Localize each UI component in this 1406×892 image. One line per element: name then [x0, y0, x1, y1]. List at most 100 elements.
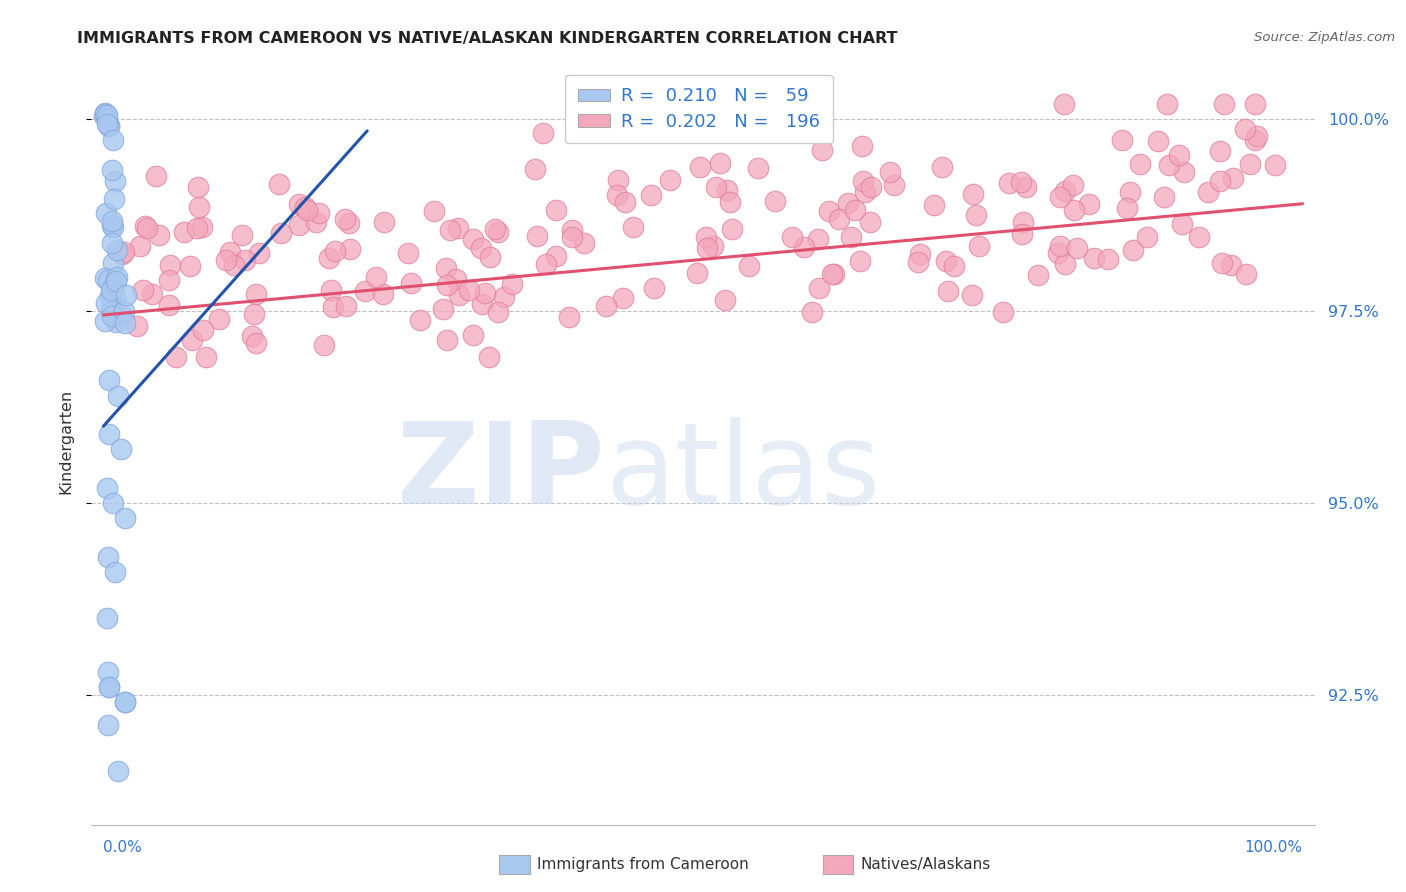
Point [704, 180, 727, 194]
Point [1026, 268, 1049, 282]
Point [695, 230, 717, 244]
Point [103, 133, 125, 147]
Point [240, 329, 263, 343]
Point [1128, 157, 1150, 171]
Point [187, 179, 209, 194]
Point [1122, 244, 1144, 258]
Point [96, 112, 118, 127]
Point [621, 220, 644, 235]
Point [157, 272, 180, 286]
Point [839, 230, 862, 244]
Point [94, 296, 117, 310]
Point [97, 120, 120, 134]
Point [100, 283, 122, 297]
Point [222, 258, 245, 272]
Point [180, 333, 202, 347]
Point [686, 266, 709, 280]
Point [96, 117, 118, 131]
Point [104, 173, 127, 187]
Point [105, 270, 128, 285]
Point [931, 160, 953, 174]
Point [1136, 230, 1159, 244]
Point [1066, 241, 1088, 255]
Point [94, 106, 117, 120]
Point [643, 281, 665, 295]
Point [745, 97, 768, 112]
Point [308, 206, 330, 220]
Point [215, 253, 238, 268]
Point [233, 252, 256, 267]
Point [135, 221, 157, 235]
Point [1173, 165, 1195, 179]
Point [844, 202, 866, 217]
Point [837, 195, 859, 210]
Point [471, 297, 494, 311]
Point [173, 225, 195, 239]
Point [1219, 258, 1241, 272]
Point [243, 307, 266, 321]
Point [696, 241, 718, 255]
Point [101, 295, 124, 310]
Point [141, 286, 163, 301]
Point [134, 219, 156, 233]
Point [962, 187, 984, 202]
Point [811, 143, 834, 157]
Point [721, 221, 744, 235]
Point [186, 221, 208, 235]
Point [544, 249, 567, 263]
Point [101, 219, 124, 234]
Point [1157, 158, 1180, 172]
Point [157, 298, 180, 312]
Point [354, 284, 377, 298]
Text: Source: ZipAtlas.com: Source: ZipAtlas.com [1254, 31, 1395, 45]
Point [322, 300, 344, 314]
Point [1054, 258, 1077, 272]
Point [742, 97, 765, 112]
Text: IMMIGRANTS FROM CAMEROON VS NATIVE/ALASKAN KINDERGARTEN CORRELATION CHART: IMMIGRANTS FROM CAMEROON VS NATIVE/ALASK… [77, 31, 898, 46]
Point [101, 256, 124, 270]
Point [800, 305, 823, 319]
Point [967, 238, 990, 252]
Point [439, 223, 461, 237]
Point [859, 215, 882, 229]
Point [526, 228, 548, 243]
Point [100, 162, 122, 177]
Point [1083, 251, 1105, 265]
Point [110, 442, 132, 457]
Point [1168, 148, 1191, 162]
Point [852, 174, 875, 188]
Point [114, 695, 136, 709]
Point [942, 259, 965, 273]
Point [179, 259, 201, 273]
Point [998, 176, 1021, 190]
Point [702, 239, 724, 253]
Point [606, 173, 628, 187]
Point [531, 126, 554, 140]
Point [606, 188, 628, 202]
Point [100, 218, 122, 232]
Point [93, 109, 115, 123]
Y-axis label: Kindergarten: Kindergarten [58, 389, 73, 494]
Point [96, 481, 118, 495]
Point [685, 97, 707, 112]
Point [1054, 184, 1077, 198]
Text: 0.0%: 0.0% [104, 840, 142, 855]
Point [818, 203, 841, 218]
Point [993, 304, 1015, 318]
Point [436, 278, 458, 293]
Text: 100.0%: 100.0% [1244, 840, 1302, 855]
Point [689, 160, 711, 174]
Point [98, 680, 121, 694]
Point [295, 202, 318, 217]
Point [148, 227, 170, 242]
Point [132, 283, 155, 297]
Point [247, 245, 270, 260]
Point [780, 229, 803, 244]
Point [98, 680, 121, 694]
Point [586, 112, 609, 126]
Point [105, 243, 128, 257]
Point [823, 267, 845, 281]
Point [101, 309, 124, 323]
Point [484, 221, 506, 235]
Point [747, 161, 769, 175]
